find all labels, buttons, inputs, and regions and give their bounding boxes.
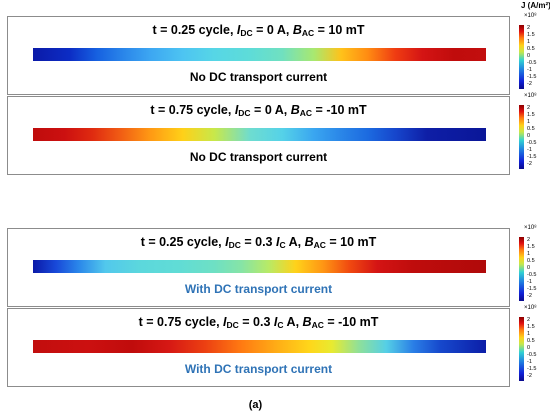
colorbar-tick: 2 (527, 25, 531, 31)
colorbar-tick: 1 (527, 119, 531, 125)
colorbar-gradient (519, 237, 524, 301)
colorbar-tick: 0.5 (527, 258, 535, 264)
panel-title: t = 0.25 cycle, IDC = 0.3 IC A, BAC = 10… (140, 235, 377, 250)
colorbar: ×10⁸ 2 1.5 1 0.5 0 -0.5 -1 -1.5 -2 (514, 225, 550, 307)
colorbar-tick: -2 (527, 81, 532, 87)
colorbar-tick: -2 (527, 161, 532, 167)
colorbar-exponent: ×10⁸ (524, 13, 537, 19)
colorbar-tick: -1 (527, 279, 532, 285)
colorbar-tick: 1.5 (527, 244, 535, 250)
colorbar-tick: -0.5 (527, 352, 537, 358)
colorbar-tick: 1.5 (527, 112, 535, 118)
colorbar-tick: -0.5 (527, 272, 537, 278)
colorbar-exponent: ×10⁸ (524, 225, 537, 231)
colorbar-tick: 2 (527, 237, 531, 243)
colorbar-gradient (519, 25, 524, 89)
figure-caption: (a) (248, 399, 263, 411)
panel-footer: With DC transport current (184, 282, 333, 296)
current-density-strip (33, 260, 486, 273)
colorbar-tick: -1 (527, 147, 532, 153)
colorbar-tick: 1 (527, 331, 531, 337)
panel-1: t = 0.25 cycle, IDC = 0 A, BAC = 10 mT N… (7, 16, 510, 95)
colorbar-tick: 0 (527, 265, 531, 271)
colorbar: ×10⁸ 2 1.5 1 0.5 0 -0.5 -1 -1.5 -2 (514, 13, 550, 95)
colorbar-tick: 0 (527, 53, 531, 59)
colorbar-unit-label: J (A/m²) (521, 1, 550, 10)
colorbar-tick: -2 (527, 293, 532, 299)
colorbar-tick: 0.5 (527, 46, 535, 52)
current-density-strip (33, 48, 486, 61)
colorbar-tick: 2 (527, 317, 531, 323)
colorbar-tick: 0.5 (527, 126, 535, 132)
panel-title: t = 0.75 cycle, IDC = 0 A, BAC = -10 mT (150, 103, 367, 118)
panel-2: t = 0.75 cycle, IDC = 0 A, BAC = -10 mT … (7, 96, 510, 175)
colorbar: ×10⁸ 2 1.5 1 0.5 0 -0.5 -1 -1.5 -2 (514, 93, 550, 175)
colorbar-tick: 1.5 (527, 32, 535, 38)
colorbar-tick: 1 (527, 251, 531, 257)
colorbar-gradient (519, 105, 524, 169)
colorbar-tick: 1 (527, 39, 531, 45)
colorbar-exponent: ×10⁸ (524, 93, 537, 99)
current-density-strip (33, 128, 486, 141)
colorbar-tick: -1 (527, 359, 532, 365)
colorbar-tick: 1.5 (527, 324, 535, 330)
colorbar-tick: -1.5 (527, 286, 537, 292)
panel-title: t = 0.25 cycle, IDC = 0 A, BAC = 10 mT (152, 23, 365, 38)
colorbar-tick: 0 (527, 133, 531, 139)
panel-footer: No DC transport current (189, 70, 328, 84)
colorbar-tick: -1.5 (527, 154, 537, 160)
colorbar-exponent: ×10⁸ (524, 305, 537, 311)
colorbar-tick: 0 (527, 345, 531, 351)
colorbar-tick: -1.5 (527, 366, 537, 372)
colorbar-tick: -1 (527, 67, 532, 73)
colorbar-gradient (519, 317, 524, 381)
colorbar-tick: -0.5 (527, 140, 537, 146)
colorbar-tick: 0.5 (527, 338, 535, 344)
panel-title: t = 0.75 cycle, IDC = 0.3 IC A, BAC = -1… (138, 315, 379, 330)
panel-4: t = 0.75 cycle, IDC = 0.3 IC A, BAC = -1… (7, 308, 510, 387)
colorbar-tick: 2 (527, 105, 531, 111)
panel-footer: With DC transport current (184, 362, 333, 376)
panel-footer: No DC transport current (189, 150, 328, 164)
panel-3: t = 0.25 cycle, IDC = 0.3 IC A, BAC = 10… (7, 228, 510, 307)
current-density-strip (33, 340, 486, 353)
colorbar-tick: -0.5 (527, 60, 537, 66)
colorbar-tick: -1.5 (527, 74, 537, 80)
colorbar: ×10⁸ 2 1.5 1 0.5 0 -0.5 -1 -1.5 -2 (514, 305, 550, 387)
colorbar-tick: -2 (527, 373, 532, 379)
